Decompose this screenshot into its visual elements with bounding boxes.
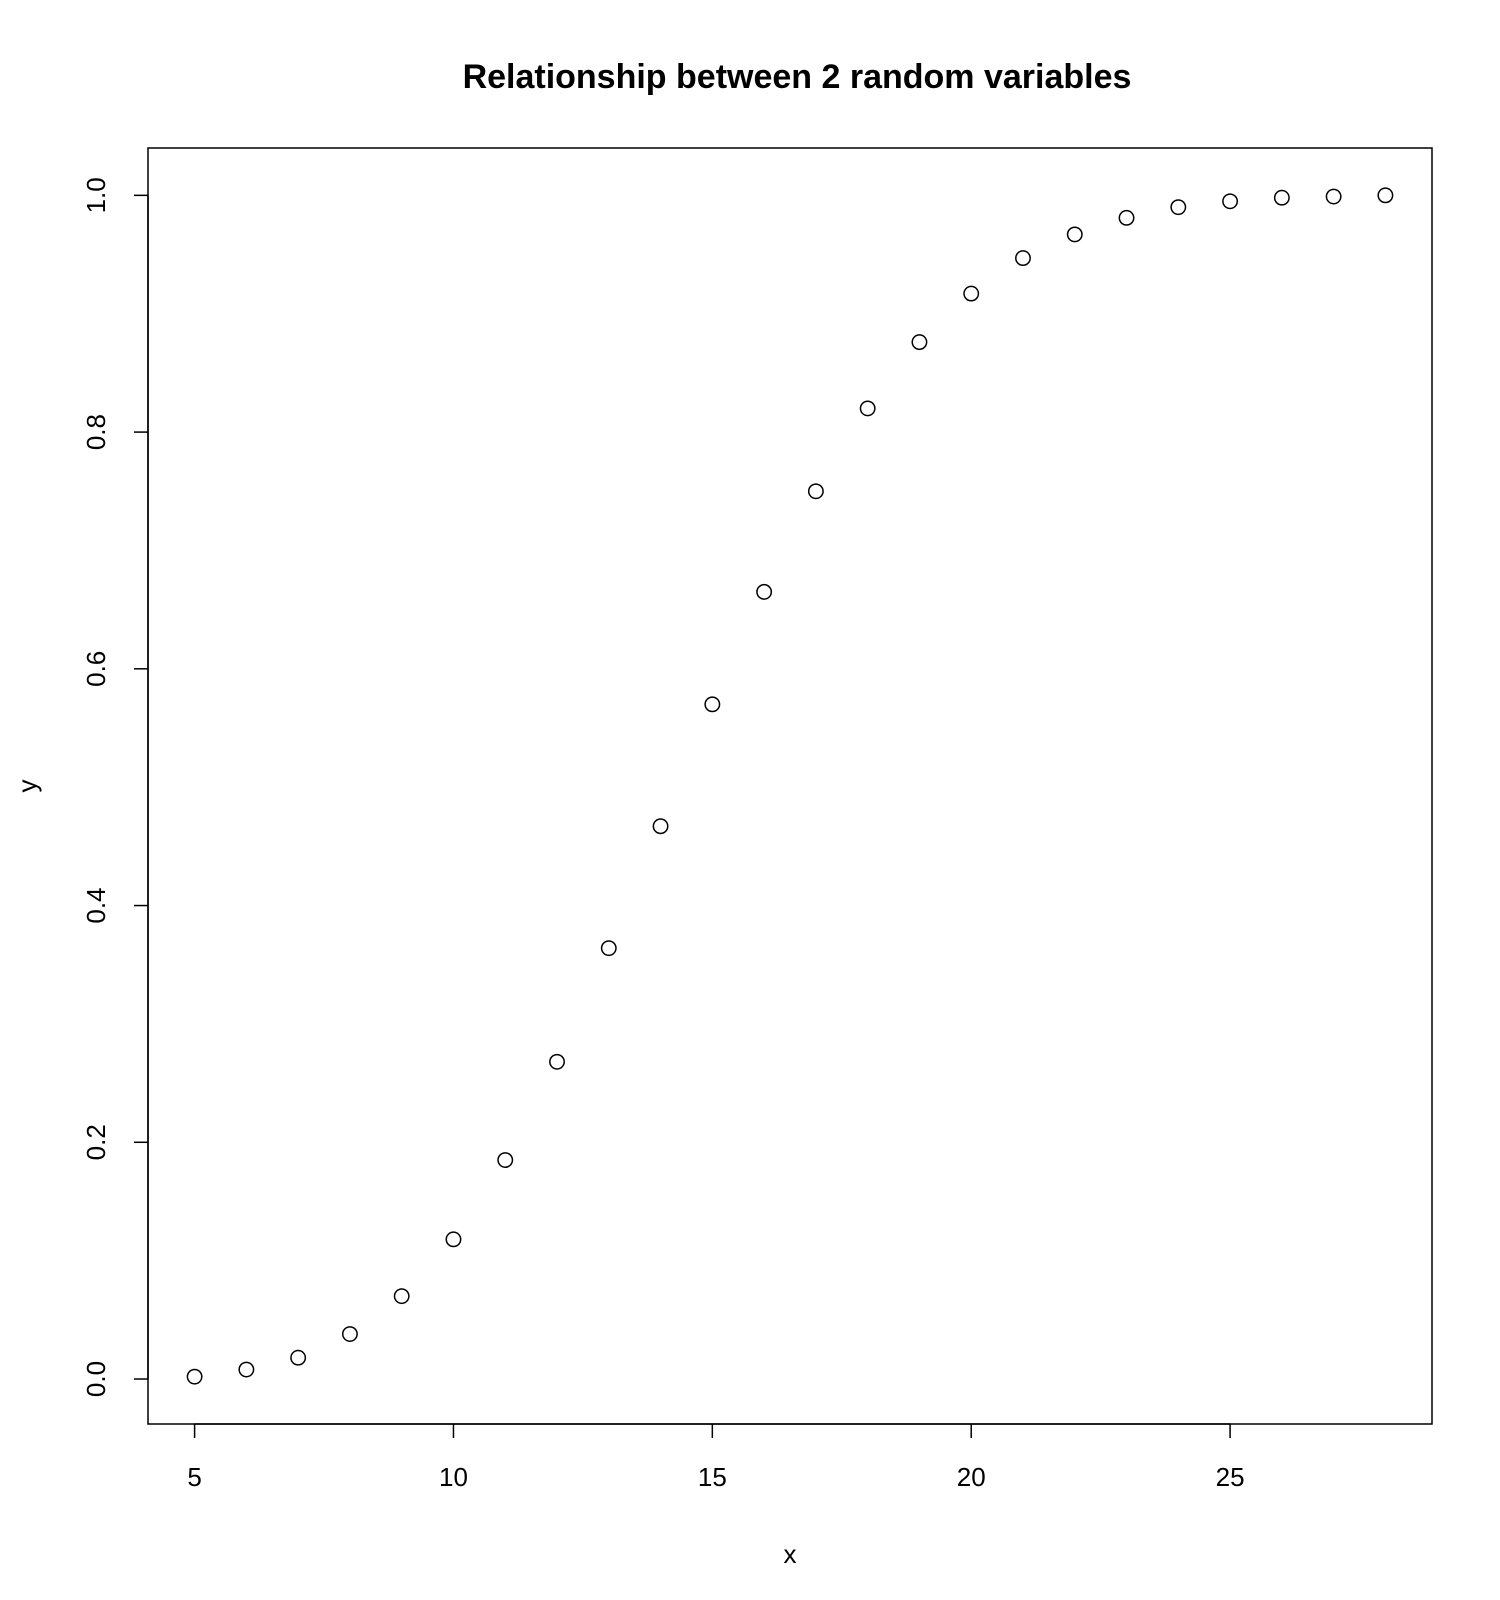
data-point [1170, 199, 1187, 216]
x-tick-label: 5 [187, 1462, 201, 1492]
data-point [1273, 189, 1290, 206]
y-tick-label: 1.0 [81, 177, 111, 213]
data-point [859, 400, 876, 417]
data-point [807, 483, 824, 500]
data-point [1118, 209, 1135, 226]
data-point [1222, 193, 1239, 210]
x-axis: 5 10 15 20 25 [187, 1423, 1245, 1492]
plot-area-frame [147, 147, 1433, 1425]
data-point [1066, 226, 1083, 243]
data-point [1377, 187, 1394, 204]
data-point [549, 1053, 565, 1070]
data-point [341, 1326, 358, 1342]
chart-title: Relationship between 2 random variables [463, 58, 1132, 96]
data-points [186, 187, 1394, 1385]
data-point [445, 1231, 462, 1248]
y-tick-label: 0.4 [81, 887, 111, 923]
data-point [704, 696, 721, 713]
y-tick-label: 0.8 [81, 414, 111, 450]
y-tick-label: 0.0 [81, 1361, 111, 1397]
data-point [1015, 250, 1031, 267]
data-point [393, 1288, 410, 1305]
y-tick-label: 0.2 [81, 1124, 111, 1160]
data-point [238, 1361, 255, 1378]
data-point [600, 940, 617, 957]
y-axis: 0.0 0.2 0.4 0.6 0.8 1.0 [81, 177, 149, 1397]
data-point [756, 583, 773, 600]
x-axis-label: x [784, 1539, 797, 1569]
x-tick-label: 25 [1216, 1462, 1245, 1492]
data-point [290, 1349, 307, 1366]
y-tick-label: 0.6 [81, 651, 111, 687]
data-point [652, 818, 669, 835]
x-tick-label: 20 [957, 1462, 986, 1492]
x-tick-label: 15 [698, 1462, 727, 1492]
x-tick-label: 10 [439, 1462, 468, 1492]
data-point [963, 285, 980, 302]
data-point [1325, 188, 1342, 205]
data-point [911, 334, 928, 351]
data-point [497, 1152, 514, 1168]
data-point [186, 1368, 203, 1385]
y-axis-label: y [12, 780, 42, 793]
